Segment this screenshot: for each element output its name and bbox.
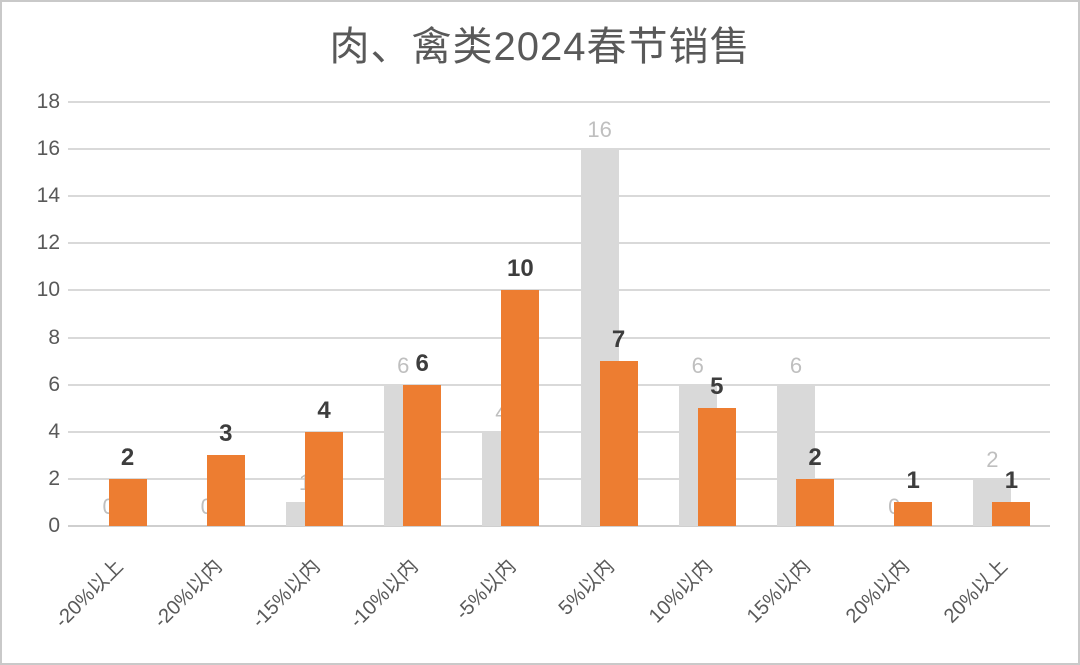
y-axis-tick-label: 2: [48, 466, 60, 490]
gridline: [68, 195, 1050, 198]
y-axis-tick-label: 0: [48, 514, 60, 537]
x-axis-category-label: -15%以内: [247, 555, 325, 633]
data-label-orange-series: 4: [317, 396, 331, 424]
data-label-orange-series: 7: [611, 326, 626, 354]
bar-orange-series: [206, 455, 245, 526]
chart-title: 肉、禽类2024春节销售: [329, 25, 751, 69]
bar-orange-series: [894, 502, 933, 526]
y-axis-tick-label: 4: [48, 419, 60, 443]
bar-orange-series: [305, 431, 343, 526]
x-axis-category-label: 10%以内: [645, 555, 718, 628]
y-axis-tick-label: 8: [48, 325, 60, 349]
y-axis-tick-label: 12: [36, 231, 60, 255]
data-label-orange-series: 1: [1004, 467, 1019, 495]
data-label-orange-series: 2: [120, 443, 135, 471]
data-label-gray-series: 6: [789, 352, 803, 378]
gridline: [68, 336, 1050, 339]
gridline: [68, 383, 1050, 386]
data-label-orange-series: 6: [415, 349, 429, 377]
y-axis-tick-label: 16: [36, 137, 60, 161]
x-axis-category-label: -20%以内: [149, 555, 227, 633]
gridline: [68, 430, 1050, 433]
bar-orange-series: [403, 384, 442, 526]
gridline: [68, 148, 1050, 151]
data-label-gray-series: 6: [691, 352, 704, 378]
data-label-gray-series: 6: [397, 352, 410, 378]
bar-orange-series: [599, 361, 638, 526]
x-axis-category-label: 20%以内: [841, 555, 914, 628]
x-axis-line: [68, 525, 1050, 527]
x-axis-category-label: 20%以上: [939, 555, 1012, 628]
bar-orange-series: [108, 478, 147, 526]
gridline: [68, 101, 1050, 103]
data-label-orange-series: 5: [710, 373, 724, 401]
data-label-orange-series: 3: [219, 420, 233, 448]
bar-orange-series: [796, 478, 834, 526]
data-label-gray-series: 16: [587, 117, 612, 143]
data-label-orange-series: 10: [507, 255, 534, 283]
bar-orange-series: [697, 408, 736, 526]
y-axis-tick-label: 6: [48, 372, 60, 396]
x-axis-category-label: -5%以内: [451, 555, 521, 625]
x-axis-category-label: 5%以内: [554, 555, 620, 620]
data-label-orange-series: 2: [808, 443, 822, 471]
x-axis-category-label: -20%以上: [51, 555, 129, 633]
x-axis-category-label: -10%以内: [345, 555, 423, 633]
y-axis-tick-label: 14: [36, 184, 60, 208]
data-label-gray-series: 2: [986, 446, 999, 472]
y-axis-tick-label: 10: [36, 278, 60, 302]
gridline: [68, 289, 1050, 292]
gridline: [68, 242, 1050, 245]
x-axis-category-label: 15%以内: [743, 555, 816, 628]
bar-orange-series: [501, 290, 540, 526]
bar-orange-series: [992, 502, 1031, 526]
gridline: [68, 477, 1050, 480]
data-label-orange-series: 1: [906, 467, 920, 495]
y-axis-tick-label: 18: [36, 90, 60, 113]
